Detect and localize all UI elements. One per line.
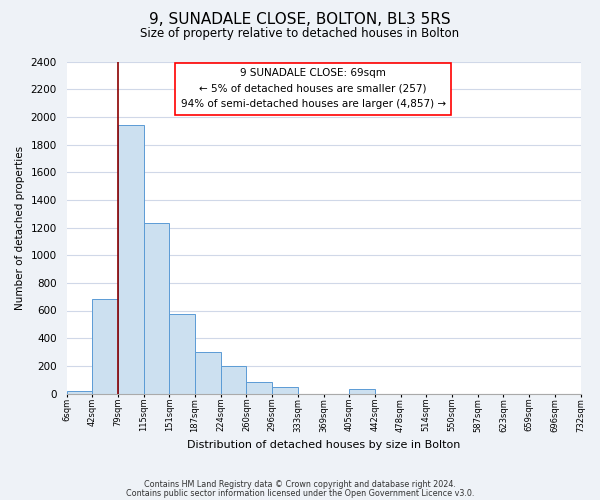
Bar: [247, 382, 272, 394]
Bar: [169, 314, 195, 394]
Bar: [118, 125, 143, 394]
X-axis label: Distribution of detached houses by size in Bolton: Distribution of detached houses by size …: [187, 440, 460, 450]
Bar: [221, 366, 247, 394]
Text: Contains public sector information licensed under the Open Government Licence v3: Contains public sector information licen…: [126, 488, 474, 498]
Bar: [195, 352, 221, 394]
Text: 9, SUNADALE CLOSE, BOLTON, BL3 5RS: 9, SUNADALE CLOSE, BOLTON, BL3 5RS: [149, 12, 451, 28]
Bar: [349, 388, 375, 394]
Bar: [92, 300, 118, 394]
Y-axis label: Number of detached properties: Number of detached properties: [15, 146, 25, 310]
Text: Contains HM Land Registry data © Crown copyright and database right 2024.: Contains HM Land Registry data © Crown c…: [144, 480, 456, 489]
Bar: [67, 392, 92, 394]
Bar: [143, 224, 169, 394]
Bar: [272, 388, 298, 394]
Text: Size of property relative to detached houses in Bolton: Size of property relative to detached ho…: [140, 28, 460, 40]
Text: 9 SUNADALE CLOSE: 69sqm
← 5% of detached houses are smaller (257)
94% of semi-de: 9 SUNADALE CLOSE: 69sqm ← 5% of detached…: [181, 68, 446, 110]
